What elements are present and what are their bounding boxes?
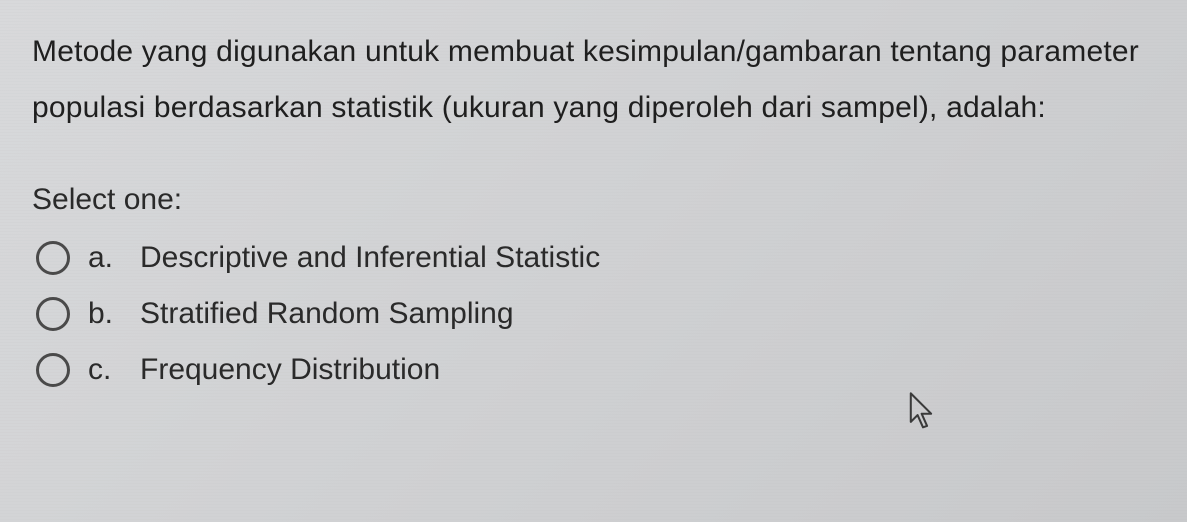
cursor-icon xyxy=(909,392,937,430)
option-letter: c. xyxy=(88,353,122,387)
option-b[interactable]: b. Stratified Random Sampling xyxy=(36,297,1155,331)
select-one-label: Select one: xyxy=(32,183,1155,217)
question-text: Metode yang digunakan untuk membuat kesi… xyxy=(32,24,1155,135)
option-text: Descriptive and Inferential Statistic xyxy=(140,241,600,275)
radio-icon[interactable] xyxy=(36,241,70,275)
option-letter: a. xyxy=(88,241,122,275)
option-letter: b. xyxy=(88,297,122,331)
options-group: a. Descriptive and Inferential Statistic… xyxy=(32,241,1155,387)
option-a[interactable]: a. Descriptive and Inferential Statistic xyxy=(36,241,1155,275)
radio-icon[interactable] xyxy=(36,297,70,331)
radio-icon[interactable] xyxy=(36,353,70,387)
option-c[interactable]: c. Frequency Distribution xyxy=(36,353,1155,387)
option-text: Frequency Distribution xyxy=(140,353,440,387)
option-text: Stratified Random Sampling xyxy=(140,297,514,331)
